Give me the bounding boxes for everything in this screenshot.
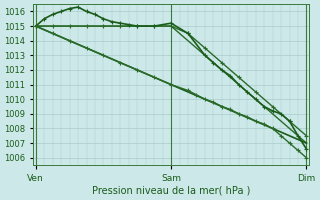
X-axis label: Pression niveau de la mer( hPa ): Pression niveau de la mer( hPa ) <box>92 186 250 196</box>
